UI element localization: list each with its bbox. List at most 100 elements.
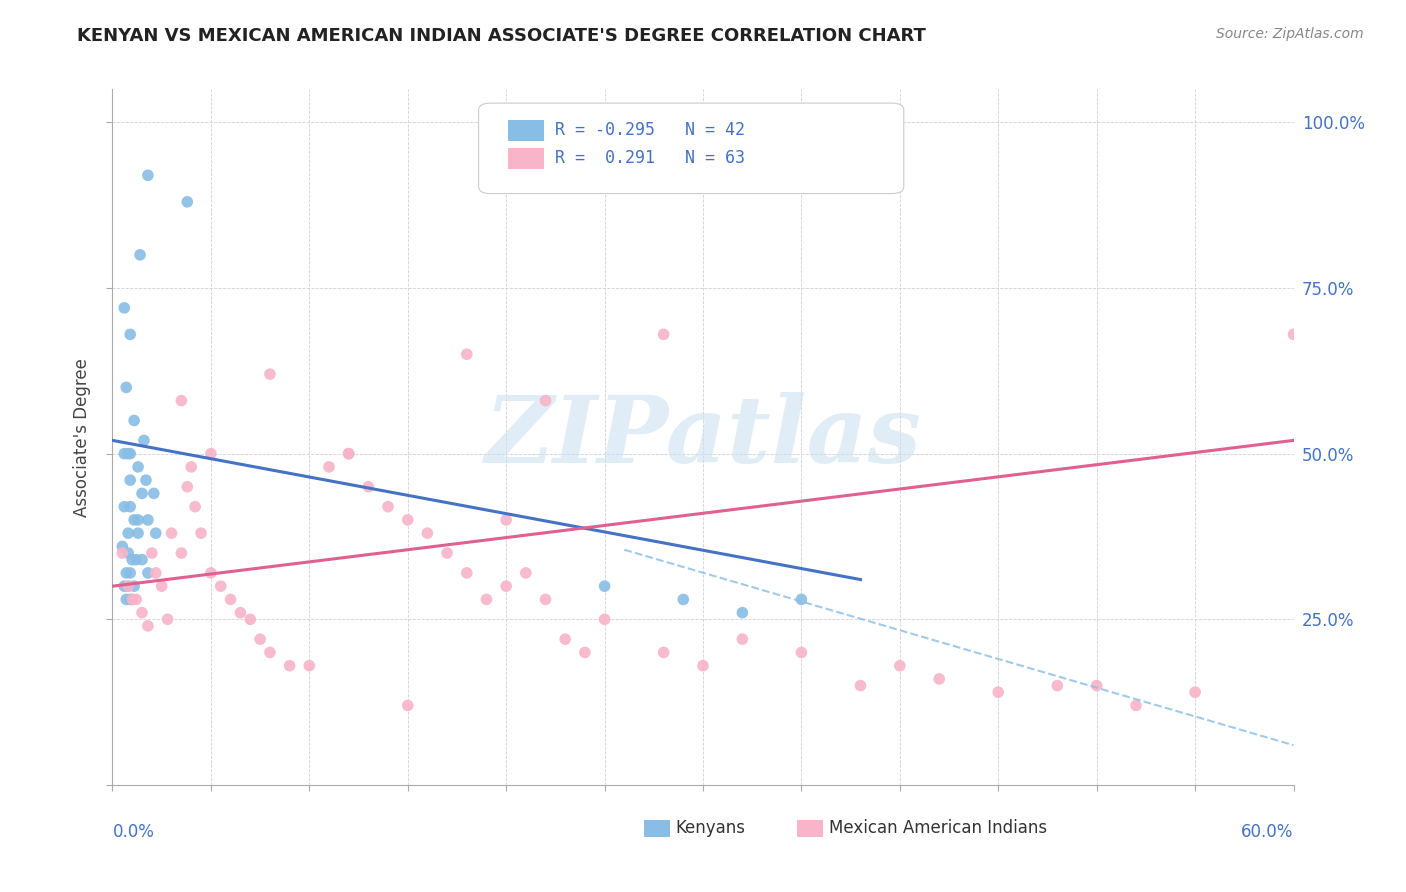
Point <box>136 566 159 580</box>
Point <box>120 447 142 461</box>
Point <box>112 447 135 461</box>
Point <box>396 698 419 713</box>
Point <box>259 367 281 381</box>
Point <box>117 579 139 593</box>
Point <box>145 526 167 541</box>
Point <box>534 393 557 408</box>
Text: Source: ZipAtlas.com: Source: ZipAtlas.com <box>1216 27 1364 41</box>
Bar <box>508 120 544 141</box>
Point <box>652 645 675 659</box>
Point <box>495 579 517 593</box>
Point <box>593 579 616 593</box>
Point <box>117 546 139 560</box>
Point <box>117 526 139 541</box>
Point <box>1184 685 1206 699</box>
Point <box>456 566 478 580</box>
Point <box>396 513 419 527</box>
Point <box>790 592 813 607</box>
Point <box>170 393 193 408</box>
Point <box>121 592 143 607</box>
Point <box>125 552 148 566</box>
Point <box>125 592 148 607</box>
Point <box>160 526 183 541</box>
Point <box>475 592 498 607</box>
Text: 0.0%: 0.0% <box>112 823 155 841</box>
Point <box>928 672 950 686</box>
Point <box>120 327 142 342</box>
Point <box>190 526 212 541</box>
Point <box>141 546 163 560</box>
Point <box>112 500 135 514</box>
Point <box>145 566 167 580</box>
Point <box>652 327 675 342</box>
Point <box>731 632 754 647</box>
Point <box>111 546 134 560</box>
Point <box>672 592 695 607</box>
Text: R = -0.295   N = 42: R = -0.295 N = 42 <box>555 120 745 138</box>
Point <box>377 500 399 514</box>
Bar <box>508 148 544 169</box>
Point <box>574 645 596 659</box>
Point <box>121 552 143 566</box>
Point <box>122 579 145 593</box>
Point <box>136 619 159 633</box>
Point <box>120 592 142 607</box>
Text: 60.0%: 60.0% <box>1241 823 1294 841</box>
Point <box>219 592 242 607</box>
Point <box>416 526 439 541</box>
Point <box>150 579 173 593</box>
Point <box>298 658 321 673</box>
Point <box>120 566 142 580</box>
Point <box>120 473 142 487</box>
Point <box>1046 679 1069 693</box>
Point <box>176 194 198 209</box>
Point <box>131 606 153 620</box>
Text: ZIPatlas: ZIPatlas <box>485 392 921 482</box>
Point <box>122 413 145 427</box>
Bar <box>797 820 824 837</box>
Point <box>117 579 139 593</box>
Point <box>115 380 138 394</box>
Point <box>849 679 872 693</box>
Point <box>495 513 517 527</box>
Point <box>142 486 165 500</box>
Point <box>209 579 232 593</box>
Point <box>259 645 281 659</box>
Point <box>278 658 301 673</box>
Point <box>249 632 271 647</box>
Point <box>115 592 138 607</box>
Point <box>456 347 478 361</box>
Point <box>593 612 616 626</box>
Point <box>136 169 159 183</box>
Point <box>318 459 340 474</box>
Point <box>112 579 135 593</box>
Point <box>121 592 143 607</box>
Point <box>127 513 149 527</box>
Point <box>131 486 153 500</box>
Point <box>127 459 149 474</box>
Point <box>176 480 198 494</box>
Point <box>115 566 138 580</box>
Point <box>200 447 222 461</box>
Point <box>132 434 155 448</box>
FancyBboxPatch shape <box>478 103 904 194</box>
Point <box>127 526 149 541</box>
Text: KENYAN VS MEXICAN AMERICAN INDIAN ASSOCIATE'S DEGREE CORRELATION CHART: KENYAN VS MEXICAN AMERICAN INDIAN ASSOCI… <box>77 27 927 45</box>
Point <box>239 612 262 626</box>
Point <box>170 546 193 560</box>
Point <box>1282 327 1305 342</box>
Point <box>135 473 157 487</box>
Point <box>692 658 714 673</box>
Point <box>122 513 145 527</box>
Point <box>790 645 813 659</box>
Point <box>111 540 134 554</box>
Point <box>1125 698 1147 713</box>
Text: Mexican American Indians: Mexican American Indians <box>830 819 1047 837</box>
Point <box>184 500 207 514</box>
Point <box>180 459 202 474</box>
Point <box>200 566 222 580</box>
Point <box>120 500 142 514</box>
Point <box>889 658 911 673</box>
Point <box>337 447 360 461</box>
Point <box>337 447 360 461</box>
